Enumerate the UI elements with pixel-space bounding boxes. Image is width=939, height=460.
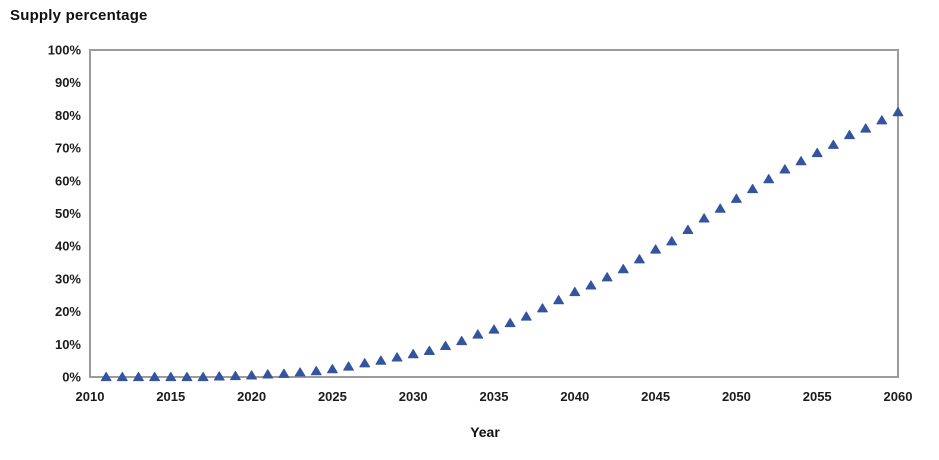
data-point-marker [779,164,791,174]
x-tick-label: 2010 [76,389,105,404]
y-tick-label: 40% [55,239,81,254]
data-point-marker [763,174,775,184]
x-tick-label: 2035 [480,389,509,404]
data-point-marker [262,369,274,379]
data-point-marker [844,129,855,140]
data-point-marker [181,371,193,382]
data-point-marker [456,335,468,346]
data-point-marker [100,371,112,382]
data-point-marker [585,280,597,290]
y-tick-label: 100% [48,43,82,58]
data-point-marker [714,203,726,213]
data-point-marker [698,213,710,223]
data-point-marker [310,366,322,376]
data-point-marker [504,317,516,328]
data-point-marker [747,183,758,194]
data-point-marker [666,236,678,246]
data-point-marker [149,371,161,382]
y-tick-label: 80% [55,108,81,123]
data-point-marker [860,123,872,133]
data-point-marker [359,358,371,368]
x-tick-label: 2040 [560,389,589,404]
data-point-marker [601,272,613,282]
data-point-marker [407,349,419,359]
x-tick-label: 2025 [318,389,347,404]
y-tick-label: 10% [55,337,81,352]
x-tick-label: 2060 [884,389,913,404]
data-point-marker [327,364,338,374]
data-point-marker [472,329,484,339]
data-point-marker [197,371,209,382]
x-tick-label: 2045 [641,389,670,404]
data-point-marker [520,311,532,321]
y-tick-label: 50% [55,206,81,221]
data-point-marker [892,107,904,117]
y-tick-label: 20% [55,304,81,319]
y-tick-label: 90% [55,75,81,90]
data-point-marker [423,345,435,355]
data-point-marker [440,340,451,351]
data-point-marker [569,286,581,297]
y-tick-label: 0% [62,370,81,385]
data-point-marker [488,324,500,334]
data-point-marker [230,370,241,381]
chart-title: Supply percentage [10,7,148,24]
data-point-marker [617,263,629,274]
y-tick-label: 70% [55,141,81,156]
data-point-marker [375,355,387,365]
x-tick-label: 2030 [399,389,428,404]
data-point-marker [246,370,257,380]
y-tick-label: 60% [55,173,81,188]
x-tick-label: 2055 [803,389,832,404]
data-point-marker [876,115,888,125]
data-point-marker [795,156,807,166]
data-point-marker [537,303,548,313]
data-point-marker [213,371,225,381]
y-tick-label: 30% [55,271,81,286]
data-point-marker [827,139,839,149]
x-axis-title: Year [470,424,500,440]
data-point-marker [278,368,290,378]
data-point-marker [391,352,403,362]
data-point-marker [133,371,144,382]
data-point-marker [294,367,306,377]
plot-border [89,49,899,378]
x-tick-label: 2015 [156,389,185,404]
data-point-marker [811,147,823,158]
data-point-marker [634,254,645,264]
data-point-marker [731,193,742,203]
data-point-marker [553,295,565,305]
x-tick-label: 2020 [237,389,266,404]
data-point-marker [116,371,128,382]
data-point-marker [682,224,694,234]
data-point-marker [165,371,177,382]
data-point-marker [650,244,661,254]
x-tick-label: 2050 [722,389,751,404]
data-point-marker [343,361,354,371]
